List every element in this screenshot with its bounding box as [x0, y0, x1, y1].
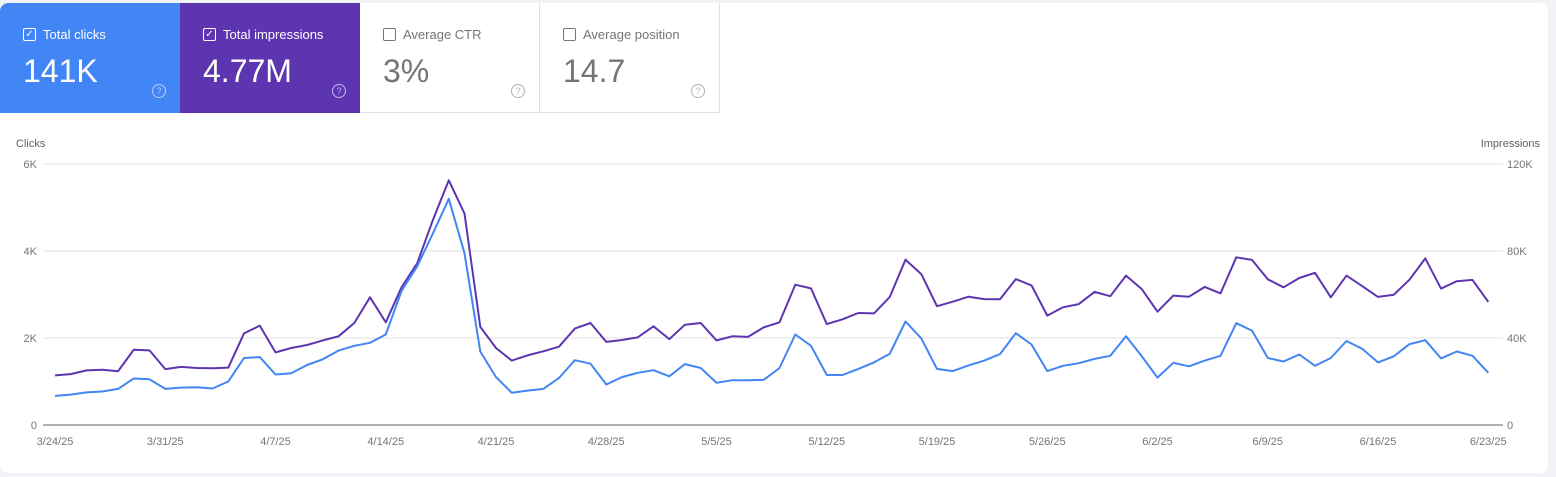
performance-card: ✓ Total clicks 141K ? ✓ Total impression… — [0, 3, 1548, 473]
right-tick-label: 40K — [1507, 333, 1527, 345]
x-tick-label: 5/12/25 — [808, 436, 845, 448]
metric-label: Average CTR — [403, 27, 482, 42]
checkbox-unchecked-icon[interactable] — [383, 28, 396, 41]
metric-label: Average position — [583, 27, 680, 42]
metric-value: 3% — [383, 53, 430, 89]
x-tick-label: 6/16/25 — [1360, 436, 1397, 448]
right-tick-label: 120K — [1507, 159, 1533, 171]
x-tick-label: 5/5/25 — [701, 436, 732, 448]
x-tick-label: 4/7/25 — [260, 436, 291, 448]
help-icon[interactable]: ? — [152, 84, 166, 98]
right-tick-label: 0 — [1507, 420, 1513, 432]
series-line-impressions — [54, 179, 1490, 377]
x-tick-label: 5/19/25 — [919, 436, 956, 448]
metric-value: 14.7 — [563, 53, 626, 89]
left-tick-label: 6K — [24, 159, 38, 171]
metric-value: 4.77M — [203, 53, 292, 89]
x-tick-label: 3/31/25 — [147, 436, 184, 448]
right-axis-label: Impressions — [1481, 138, 1541, 150]
x-tick-label: 6/2/25 — [1142, 436, 1173, 448]
checkbox-checked-icon[interactable]: ✓ — [23, 28, 36, 41]
x-tick-label: 4/21/25 — [478, 436, 515, 448]
checkbox-checked-icon[interactable]: ✓ — [203, 28, 216, 41]
right-tick-label: 80K — [1507, 246, 1527, 258]
metric-average-ctr[interactable]: Average CTR 3% ? — [360, 3, 540, 113]
series-line-clicks — [54, 197, 1490, 397]
help-icon[interactable]: ? — [332, 84, 346, 98]
help-icon[interactable]: ? — [511, 84, 525, 98]
x-tick-label: 4/28/25 — [588, 436, 625, 448]
left-tick-label: 4K — [24, 246, 38, 258]
metric-average-position[interactable]: Average position 14.7 ? — [540, 3, 720, 113]
left-axis-label: Clicks — [16, 138, 46, 150]
metric-label: Total clicks — [43, 27, 106, 42]
x-tick-label: 3/24/25 — [37, 436, 74, 448]
help-icon[interactable]: ? — [691, 84, 705, 98]
checkbox-unchecked-icon[interactable] — [563, 28, 576, 41]
metric-tiles: ✓ Total clicks 141K ? ✓ Total impression… — [0, 3, 720, 113]
metric-value: 141K — [23, 53, 98, 89]
left-tick-label: 0 — [31, 420, 37, 432]
metric-total-clicks[interactable]: ✓ Total clicks 141K ? — [0, 3, 180, 113]
x-tick-label: 6/9/25 — [1252, 436, 1283, 448]
x-tick-label: 6/23/25 — [1470, 436, 1507, 448]
metric-label: Total impressions — [223, 27, 324, 42]
left-tick-label: 2K — [24, 333, 38, 345]
x-tick-label: 5/26/25 — [1029, 436, 1066, 448]
metric-total-impressions[interactable]: ✓ Total impressions 4.77M ? — [180, 3, 360, 113]
x-tick-label: 4/14/25 — [367, 436, 404, 448]
